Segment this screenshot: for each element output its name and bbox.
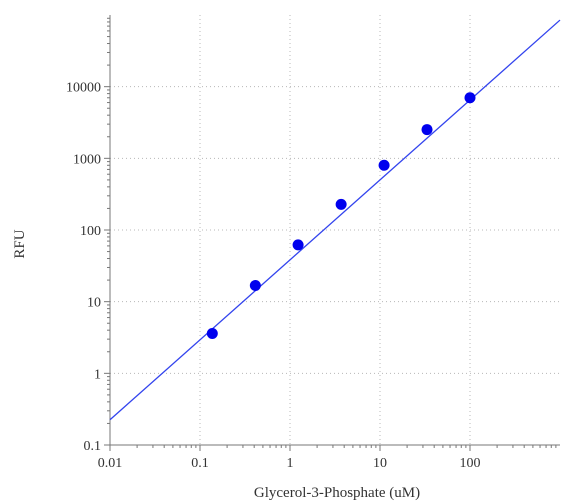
- fit-line-layer: [109, 19, 561, 421]
- data-point: [292, 239, 304, 251]
- x-tick-label: 100: [460, 456, 481, 471]
- data-point: [464, 92, 476, 104]
- y-tick-label: 1000: [73, 152, 101, 167]
- data-point: [378, 159, 390, 171]
- y-tick-label: 10: [87, 296, 101, 311]
- y-axis-title: RFU: [12, 229, 28, 258]
- x-tick-label: 10: [373, 456, 387, 471]
- data-point: [249, 280, 261, 292]
- y-tick-label: 10000: [66, 81, 101, 96]
- x-tick-label: 0.01: [98, 456, 123, 471]
- grid-layer: [110, 15, 560, 445]
- y-tick-label: 1: [94, 367, 101, 382]
- data-point: [335, 198, 347, 210]
- tick-label-layer: 0.01 0.1 1 10 100 0.1 1 10 100 1000 10000: [66, 81, 481, 471]
- y-tick-label: 100: [80, 224, 101, 239]
- x-tick-label: 0.1: [191, 456, 209, 471]
- tick-layer: [104, 17, 557, 451]
- fit-line: [109, 19, 561, 421]
- y-tick-label: 0.1: [84, 439, 102, 454]
- x-axis-title: Glycerol-3-Phosphate (uM): [254, 485, 420, 501]
- data-point: [421, 124, 433, 136]
- data-point: [206, 327, 218, 339]
- x-tick-label: 1: [287, 456, 294, 471]
- data-points-layer: [206, 92, 476, 339]
